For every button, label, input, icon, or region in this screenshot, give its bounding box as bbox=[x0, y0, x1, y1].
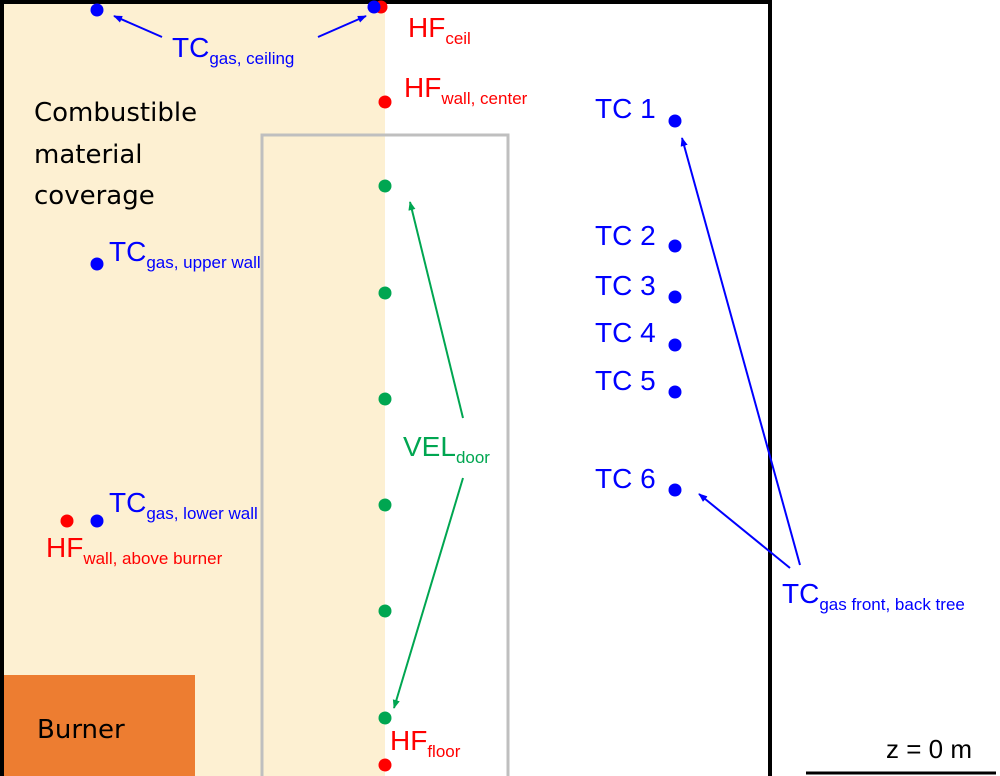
hf-ceil-label-sub: ceil bbox=[445, 29, 471, 48]
vel-door-dot-6 bbox=[378, 711, 392, 725]
tc3-label: TC 3 bbox=[595, 270, 656, 301]
hf-floor-dot bbox=[378, 758, 392, 772]
vel-door-label-sub: door bbox=[456, 448, 490, 467]
tc-upper-wall-label: TCgas, upper wall bbox=[109, 236, 261, 272]
combustible-label: Combustible material coverage bbox=[34, 98, 197, 211]
hf-floor-label-main: HF bbox=[390, 725, 427, 756]
hf-above-burner-dot bbox=[60, 514, 74, 528]
scale-label: z = 0 m bbox=[886, 734, 972, 764]
vel-door-label-main: VEL bbox=[403, 431, 456, 462]
tc-tree-label: TCgas front, back tree bbox=[782, 578, 965, 614]
tc3-dot bbox=[668, 290, 682, 304]
vel-door-dot-2 bbox=[378, 286, 392, 300]
combustible-label-line2: material bbox=[34, 140, 143, 170]
burner-block bbox=[4, 675, 195, 776]
vel-door-label: VELdoor bbox=[403, 431, 490, 467]
combustible-label-line3: coverage bbox=[34, 181, 155, 211]
tc5-dot bbox=[668, 385, 682, 399]
tc-ceiling-label-sub: gas, ceiling bbox=[209, 49, 294, 68]
vel-door-dot-4 bbox=[378, 498, 392, 512]
tc-ceiling-label-main: TC bbox=[172, 32, 209, 63]
tc-tree-label-main: TC bbox=[782, 578, 819, 609]
tc-tree-labels: TC 1 TC 2 TC 3 TC 4 TC 5 TC 6 bbox=[595, 93, 656, 494]
tc1-label: TC 1 bbox=[595, 93, 656, 124]
hf-wall-center-label: HFwall, center bbox=[404, 72, 528, 108]
hf-ceil-label-main: HF bbox=[408, 12, 445, 43]
arrow-tc-ceiling-right bbox=[317, 15, 367, 38]
tc4-dot bbox=[668, 338, 682, 352]
tc-ceiling-dot-left bbox=[90, 3, 104, 17]
vel-door-dot-3 bbox=[378, 392, 392, 406]
hf-wall-center-label-sub: wall, center bbox=[440, 89, 527, 108]
tc-upper-wall-label-sub: gas, upper wall bbox=[146, 253, 260, 272]
tc5-label: TC 5 bbox=[595, 365, 656, 396]
combustible-label-line1: Combustible bbox=[34, 98, 197, 128]
tc6-label: TC 6 bbox=[595, 463, 656, 494]
vel-door-dot-5 bbox=[378, 604, 392, 618]
combustible-region bbox=[4, 4, 385, 776]
hf-wall-center-label-main: HF bbox=[404, 72, 441, 103]
tc-lower-wall-label: TCgas, lower wall bbox=[109, 487, 258, 523]
vel-door-dot-1 bbox=[378, 179, 392, 193]
arrow-vel-up bbox=[408, 201, 464, 419]
tc-upper-wall-dot bbox=[90, 257, 104, 271]
tc-ceiling-label: TCgas, ceiling bbox=[172, 32, 294, 68]
arrow-tc-ceiling-left bbox=[113, 15, 163, 38]
burner-label: Burner bbox=[37, 715, 125, 745]
door-outline bbox=[260, 133, 510, 776]
tc1-dot bbox=[668, 114, 682, 128]
tc-lower-wall-dot bbox=[90, 514, 104, 528]
tc-lower-wall-label-main: TC bbox=[109, 487, 146, 518]
tc-ceiling-dot-right bbox=[367, 0, 381, 14]
tc4-label: TC 4 bbox=[595, 317, 656, 348]
arrow-vel-down bbox=[392, 477, 464, 709]
hf-floor-label-sub: floor bbox=[427, 742, 460, 761]
tc2-dot bbox=[668, 239, 682, 253]
tc-lower-wall-label-sub: gas, lower wall bbox=[146, 504, 258, 523]
hf-above-burner-label: HFwall, above burner bbox=[46, 532, 223, 568]
hf-floor-label: HFfloor bbox=[390, 725, 461, 761]
hf-above-burner-label-sub: wall, above burner bbox=[82, 549, 222, 568]
compartment-walls bbox=[0, 0, 772, 776]
tc6-dot bbox=[668, 483, 682, 497]
tc2-label: TC 2 bbox=[595, 220, 656, 251]
hf-above-burner-label-main: HF bbox=[46, 532, 83, 563]
tc-tree-label-sub: gas front, back tree bbox=[819, 595, 965, 614]
arrow-tc-tree-up bbox=[680, 137, 801, 566]
hf-ceil-label: HFceil bbox=[408, 12, 471, 48]
arrow-tc-tree-left bbox=[698, 493, 791, 569]
tc-upper-wall-label-main: TC bbox=[109, 236, 146, 267]
hf-wall-center-dot bbox=[378, 95, 392, 109]
